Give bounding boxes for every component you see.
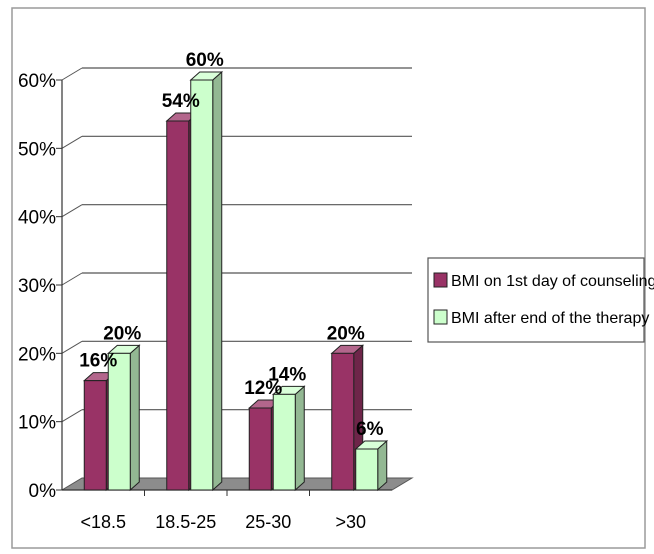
y-tick-label: 50% <box>18 139 56 160</box>
grid-layer: 0% 10% 20% 30% 40% 50% 60% <18.5 18.5-25 25-30 >30 <box>11 7 646 549</box>
y-tick-label: 0% <box>29 481 57 502</box>
bar <box>331 352 355 491</box>
bar-side <box>129 344 140 492</box>
gridline-diag <box>61 135 83 149</box>
gridline-diag <box>61 67 83 81</box>
chart-frame <box>11 7 646 549</box>
bars-layer <box>82 70 389 492</box>
labels-layer: 16% 20% 54% 60% 12%14% 20% 6% <box>79 50 383 440</box>
legend-label: BMI after end of the therapy <box>451 310 649 327</box>
bar <box>107 352 131 491</box>
gridline-diag <box>61 272 83 286</box>
data-label: 54% <box>162 91 200 112</box>
data-label: 12% <box>244 378 282 399</box>
legend-swatch <box>433 272 448 288</box>
gridline-diag <box>61 409 83 423</box>
x-tick-label: 18.5-25 <box>155 512 216 532</box>
y-tick-label: 40% <box>18 208 56 229</box>
x-tick-label: <18.5 <box>80 512 126 532</box>
legend-swatch <box>433 309 448 325</box>
y-tick-label: 10% <box>18 413 56 434</box>
bar <box>355 448 379 491</box>
bar <box>248 407 272 491</box>
legend-label: BMI on 1st day of counseling <box>451 273 654 290</box>
gridline-diag <box>61 340 83 354</box>
x-tick-label: >30 <box>335 512 366 532</box>
y-tick-label: 20% <box>18 344 56 365</box>
x-tick-label: 25-30 <box>245 512 291 532</box>
data-label: 6% <box>356 419 384 440</box>
y-tick-label: 60% <box>18 71 56 92</box>
bar <box>166 120 190 491</box>
legend: BMI on 1st day of counseling BMI after en… <box>427 257 654 343</box>
data-label: 20% <box>103 323 141 344</box>
bar <box>190 79 214 491</box>
data-label: 20% <box>327 323 365 344</box>
gridline-diag <box>61 204 83 218</box>
legend-box <box>427 257 645 343</box>
bar-side <box>294 385 305 492</box>
data-label: 16% <box>79 351 117 372</box>
data-label: 14% <box>268 364 306 385</box>
data-label: 60% <box>186 50 224 71</box>
y-tick-label: 30% <box>18 276 56 297</box>
bar <box>83 380 107 491</box>
bar-side <box>212 70 223 492</box>
bar <box>272 393 296 491</box>
